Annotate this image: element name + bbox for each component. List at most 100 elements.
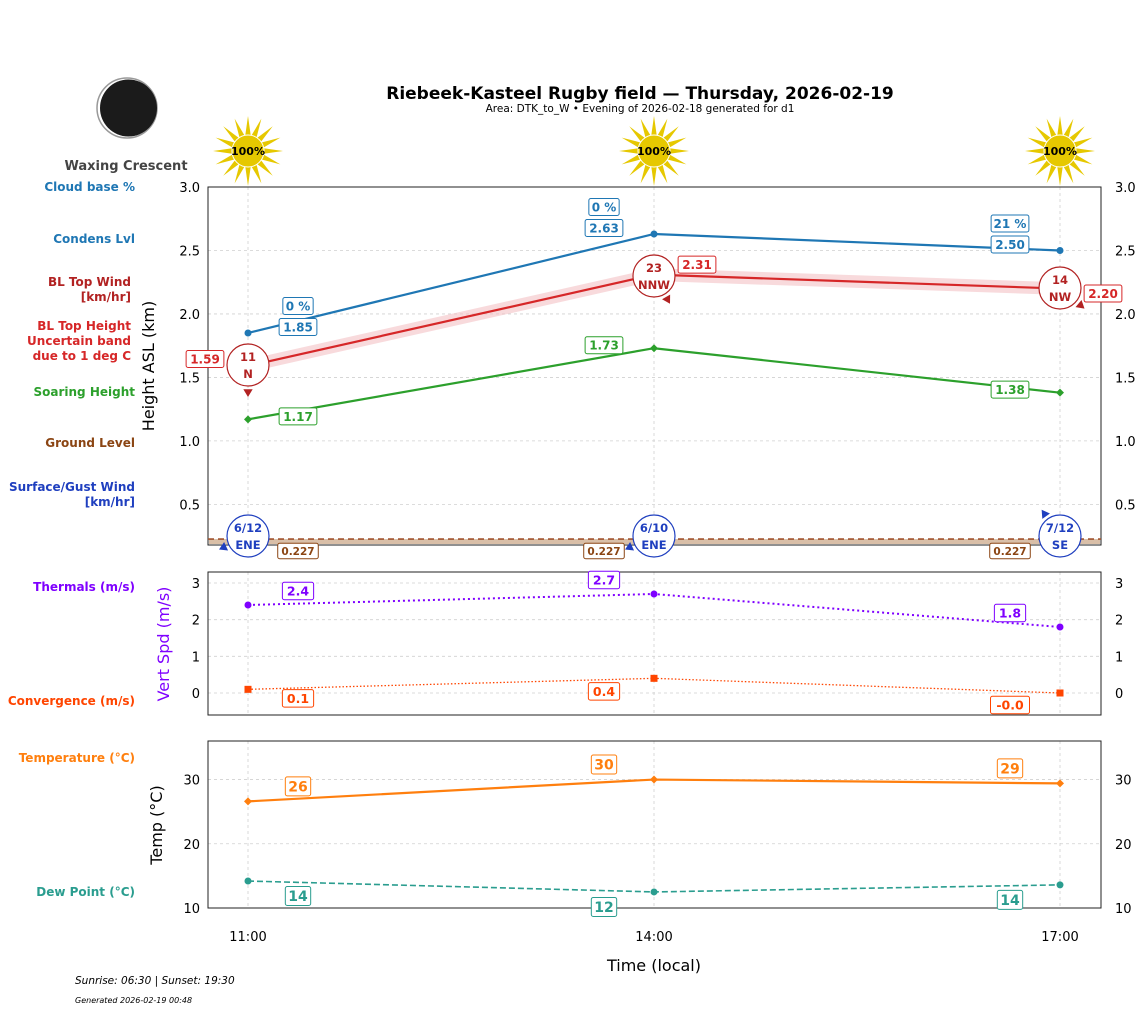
sun-ray xyxy=(640,164,651,184)
sun-ray xyxy=(669,148,689,154)
legend-label: BL Top Height xyxy=(37,319,131,333)
ground-label-box xyxy=(989,542,1031,560)
condens-lvl-marker xyxy=(1056,246,1064,254)
temperature-label-box xyxy=(590,754,618,775)
thermals-marker xyxy=(1056,623,1064,631)
convergence-label: 0.4 xyxy=(587,682,621,701)
legend-label: Convergence (m/s) xyxy=(8,694,135,708)
soaring-marker xyxy=(1056,388,1064,397)
convergence-marker xyxy=(1056,689,1064,697)
chart-title: Riebeek-Kasteel Rugby field — Thursday, … xyxy=(386,84,894,104)
sun-disc xyxy=(637,134,671,168)
y-axis-label-vert-speed: Vert Spd (m/s) xyxy=(154,587,173,702)
legend-label: Condens Lvl xyxy=(53,232,135,246)
wind-arrow-icon xyxy=(218,541,229,551)
y-tick-label-right: 0.5 xyxy=(1115,498,1136,513)
y-tick-label: 0.5 xyxy=(179,498,200,513)
dew-point-label-box xyxy=(996,889,1024,910)
condens-lvl-label: 2.50 xyxy=(990,235,1030,254)
condens-lvl-label-text: 2.63 xyxy=(589,221,619,235)
soaring-label-box xyxy=(584,336,624,355)
bl-top-label: 1.59 xyxy=(185,350,225,368)
dew-point-label-text: 14 xyxy=(288,889,308,905)
wind-speed: 14 xyxy=(1052,273,1068,287)
bl-top-label-text: 2.20 xyxy=(1088,287,1118,301)
ground-label: 0.227 xyxy=(989,542,1031,560)
sun-ray xyxy=(1057,116,1063,136)
y-tick-label-right: 1 xyxy=(1115,650,1123,665)
legend-label: Thermals (m/s) xyxy=(33,580,135,594)
temperature-label-text: 30 xyxy=(594,758,614,774)
convergence-marker xyxy=(244,685,252,693)
y-tick-label: 1.0 xyxy=(179,435,200,450)
sun-icon: 100% xyxy=(1025,116,1095,186)
thermals-label-text: 1.8 xyxy=(999,606,1021,621)
sun-disc xyxy=(1043,134,1077,168)
temperature-marker xyxy=(244,797,252,806)
dew-point-label-text: 12 xyxy=(594,900,613,916)
sun-ray xyxy=(1073,154,1093,165)
y-tick-label: 1 xyxy=(192,650,200,665)
thermals-label: 1.8 xyxy=(993,603,1027,623)
y-tick-label: 2 xyxy=(192,614,200,629)
y-tick-label-right: 2.5 xyxy=(1115,244,1136,259)
wind-circle xyxy=(1038,514,1082,558)
cloud-base-label-box xyxy=(588,197,620,216)
wind-arrow-icon xyxy=(243,389,253,397)
sun-icon: 100% xyxy=(619,116,689,186)
thermals-marker xyxy=(244,601,252,609)
bl-top-label-text: 1.59 xyxy=(190,352,220,366)
soaring-label-box xyxy=(278,407,318,426)
bl-top-label-text: 2.31 xyxy=(682,258,712,272)
legend-label: due to 1 deg C xyxy=(33,349,132,363)
sun-ray xyxy=(251,118,262,138)
sun-ray xyxy=(651,116,657,136)
soaring-label-text: 1.38 xyxy=(995,383,1025,397)
wind-direction: ENE xyxy=(235,538,260,552)
sun-ray xyxy=(629,160,645,176)
ground-label-text: 0.227 xyxy=(587,546,620,558)
condens-lvl-label: 2.63 xyxy=(584,218,624,237)
condens-lvl-label-text: 2.50 xyxy=(995,238,1025,252)
cloud-base-label: 21 % xyxy=(990,214,1030,233)
moon-phase-label: Waxing Crescent xyxy=(64,159,187,174)
y-tick-label: 1.5 xyxy=(179,371,200,386)
convergence-label: 0.1 xyxy=(281,689,315,708)
cloud-base-label-text: 21 % xyxy=(994,217,1027,231)
thermals-label-box xyxy=(281,581,315,601)
wind-speed: 11 xyxy=(240,350,256,364)
temperature-label-box xyxy=(284,776,312,797)
soaring-label-text: 1.73 xyxy=(589,339,619,353)
y-axis-label-temp: Temp (°C) xyxy=(147,785,166,865)
condens-lvl-label-text: 1.85 xyxy=(283,320,313,334)
sun-ray xyxy=(245,116,251,136)
panel-2: 0 0 1 1 2 2 3 3 xyxy=(192,571,1123,716)
sun-ray xyxy=(213,148,233,154)
y-axis-label-height: Height ASL (km) xyxy=(139,301,158,431)
sun-ray xyxy=(1046,164,1057,184)
condens-lvl-label-box xyxy=(278,317,318,336)
bl-top-label: 2.20 xyxy=(1083,284,1123,303)
convergence-label-text: -0.0 xyxy=(996,698,1024,713)
bl-top-wind: 11 N xyxy=(226,343,270,397)
thermals-label-box xyxy=(587,570,621,590)
soaring-label-box xyxy=(990,380,1030,399)
sun-ray xyxy=(657,118,668,138)
sun-ray xyxy=(1057,166,1063,186)
soaring-label: 1.38 xyxy=(990,380,1030,399)
ground-label-text: 0.227 xyxy=(993,546,1026,558)
sun-ray xyxy=(257,160,273,176)
surface-wind: 7/12 SE xyxy=(1038,509,1082,558)
sun-ray xyxy=(215,137,235,148)
wind-direction: SE xyxy=(1052,538,1068,552)
thermals-label-box xyxy=(993,603,1027,623)
soaring-label: 1.17 xyxy=(278,407,318,426)
y-tick-label-right: 10 xyxy=(1115,902,1132,917)
y-tick-label-right: 0 xyxy=(1115,687,1123,702)
dew-point-marker xyxy=(244,877,252,885)
wind-circle xyxy=(226,514,270,558)
plot-frame xyxy=(207,186,1102,546)
sun-ray xyxy=(261,154,281,165)
sun-ray xyxy=(1063,118,1074,138)
wind-circle xyxy=(632,514,676,558)
